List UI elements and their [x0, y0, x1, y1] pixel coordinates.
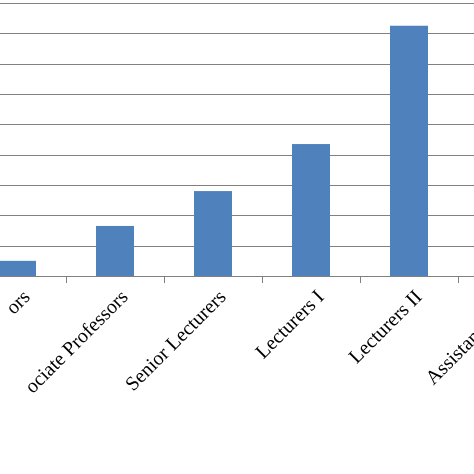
gridlines: [0, 3, 474, 247]
bars: [0, 25, 428, 276]
bar: [390, 25, 428, 276]
x-tick-label: Senior Lecturers: [121, 286, 231, 396]
x-tick-label: ors: [2, 286, 35, 319]
x-axis: [0, 276, 474, 283]
x-tick-label: Lecturers II: [345, 286, 427, 368]
x-tick-label: Assistant Lectu: [421, 286, 474, 389]
x-tick-label: ociate Professors: [21, 286, 133, 398]
bar: [0, 260, 36, 276]
x-tick-label: Lecturers I: [251, 286, 328, 363]
bar: [292, 144, 330, 276]
bar: [96, 225, 134, 276]
bar: [194, 191, 232, 276]
